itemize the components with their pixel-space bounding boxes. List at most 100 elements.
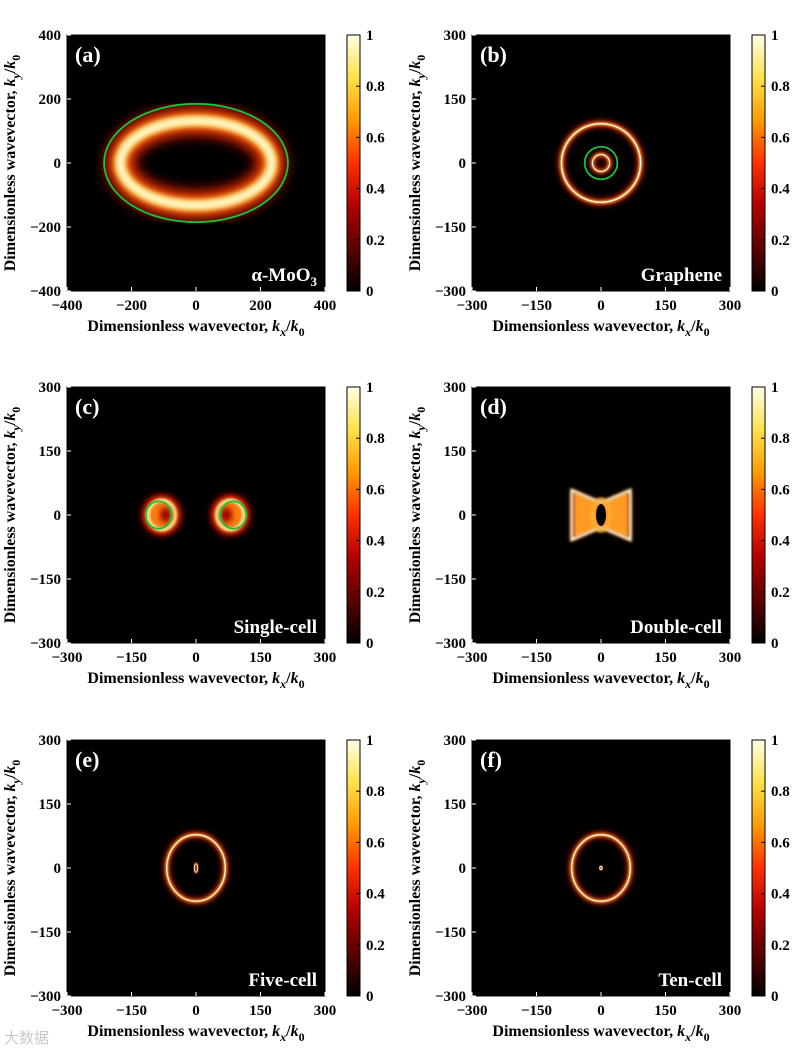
x-tick-label: 150 (654, 1003, 677, 1019)
x-axis-k0: k (696, 1023, 704, 1040)
x-axis-slash: / (690, 318, 696, 335)
x-tick-label: −300 (456, 298, 487, 314)
x-tick-label: −150 (116, 650, 147, 666)
y-axis-k0: k (407, 61, 424, 69)
y-axis-sub0: 0 (414, 55, 428, 61)
x-tick-label: 200 (249, 298, 272, 314)
x-axis-label: Dimensionless wavevector, kx/k0 (87, 670, 304, 691)
x-axis-label-text: Dimensionless wavevector, (87, 1023, 272, 1040)
colorbar-tick-label: 0.4 (771, 887, 790, 903)
intensity-peak (591, 153, 611, 173)
lobe-peak (146, 498, 177, 532)
panel-label: (d) (480, 394, 507, 419)
y-tick-label: −200 (30, 220, 61, 236)
y-axis-slash: / (407, 420, 424, 426)
lobe-shadow (159, 507, 172, 523)
y-axis-sub0: 0 (414, 407, 428, 413)
x-axis-k0: k (696, 318, 704, 335)
y-axis-label: Dimensionless wavevector, ky/k0 (407, 760, 428, 977)
y-axis-k: k (407, 431, 424, 439)
panel-title: α-MoO3 (251, 265, 317, 289)
panel-title: Ten-cell (658, 970, 722, 991)
x-axis-sub: x (279, 677, 286, 691)
x-tick-label: −150 (116, 1003, 147, 1019)
y-axis-label: Dimensionless wavevector, ky/k0 (2, 760, 23, 977)
panel-title: Graphene (641, 265, 722, 286)
colorbar-tick-label: 0.4 (366, 534, 385, 550)
y-axis-sub0: 0 (9, 55, 23, 61)
colorbar-tick-label: 0.2 (771, 585, 790, 601)
y-tick-label: −300 (435, 284, 466, 300)
x-axis-sub: x (684, 325, 691, 339)
x-tick-label: 300 (719, 1003, 742, 1019)
y-axis-label: Dimensionless wavevector, ky/k0 (2, 407, 23, 624)
colorbar-tick-label: 0.2 (771, 938, 790, 954)
colorbar-tick-label: 0.6 (771, 130, 790, 146)
colorbar (346, 386, 361, 644)
x-axis-label: Dimensionless wavevector, kx/k0 (87, 1023, 304, 1044)
panel-label: (e) (75, 747, 99, 772)
panel-title: Five-cell (248, 970, 317, 991)
intensity-peak (599, 865, 603, 871)
y-axis-sub0: 0 (9, 760, 23, 766)
y-axis-slash: / (407, 68, 424, 74)
x-tick-label: −150 (521, 650, 552, 666)
y-axis-k0: k (2, 413, 19, 421)
colorbar-tick-label: 0 (771, 989, 779, 1005)
x-axis-k0: k (291, 670, 299, 687)
y-axis-slash: / (2, 420, 19, 426)
colorbar-tick-label: 0.4 (366, 182, 385, 198)
colorbar-tick-label: 0.8 (771, 431, 790, 447)
colorbar-tick-label: 0.6 (771, 482, 790, 498)
x-axis-sub0: 0 (704, 677, 710, 691)
plot-background (472, 35, 730, 291)
y-tick-label: 300 (444, 380, 467, 396)
colorbar-tick-label: 0.6 (771, 835, 790, 851)
x-axis-label-text: Dimensionless wavevector, (492, 670, 677, 687)
x-axis-label-text: Dimensionless wavevector, (492, 318, 677, 335)
plot-content (569, 832, 633, 904)
x-axis-slash: / (285, 1023, 291, 1040)
x-tick-label: −400 (51, 298, 82, 314)
x-axis-sub: x (684, 677, 691, 691)
plot-background (67, 35, 325, 291)
y-tick-label: 150 (444, 92, 467, 108)
x-axis-slash: / (285, 318, 291, 335)
panel-a: −400 −200 0 200 400 −400 −200 0 200 400 (a) α-MoO3 D… (2, 28, 385, 339)
y-tick-label: −300 (435, 989, 466, 1005)
y-tick-label: 0 (459, 156, 467, 172)
x-axis-slash: / (690, 1023, 696, 1040)
y-axis-k: k (407, 784, 424, 792)
x-axis-sub: x (279, 325, 286, 339)
bowtie-core-ring (590, 497, 612, 533)
x-tick-label: 300 (719, 650, 742, 666)
x-axis-k: k (272, 318, 280, 335)
panel-label: (c) (75, 394, 99, 419)
colorbar-tick-label: 0 (771, 284, 779, 300)
colorbar-tick-label: 1 (771, 733, 779, 749)
x-tick-label: 300 (314, 1003, 337, 1019)
title-subscript: 3 (311, 274, 318, 289)
panel-d: −300 −150 0 150 300 −300 −150 0 150 300 (d) Double-… (407, 380, 790, 691)
y-axis-label: Dimensionless wavevector, ky/k0 (2, 55, 23, 272)
x-axis-label: Dimensionless wavevector, kx/k0 (492, 1023, 709, 1044)
y-tick-label: 300 (39, 380, 62, 396)
x-tick-label: −200 (116, 298, 147, 314)
iso-frequency-contour (103, 102, 289, 224)
colorbar-tick-label: 0.2 (366, 938, 385, 954)
y-axis-sub0: 0 (414, 760, 428, 766)
intensity-peak (193, 863, 199, 873)
y-tick-label: 300 (444, 28, 467, 44)
x-tick-label: 150 (249, 1003, 272, 1019)
colorbar-tick-label: 1 (771, 380, 779, 396)
y-tick-label: −150 (435, 220, 466, 236)
colorbar-tick-label: 0.8 (366, 431, 385, 447)
intensity-peak (166, 834, 226, 902)
colorbar (346, 739, 361, 997)
y-axis-label-text: Dimensionless wavevector, (407, 439, 424, 624)
x-axis-slash: / (285, 670, 291, 687)
x-tick-label: 150 (654, 298, 677, 314)
plot-content (558, 120, 644, 206)
y-tick-label: 0 (459, 508, 467, 524)
x-tick-label: 150 (654, 650, 677, 666)
